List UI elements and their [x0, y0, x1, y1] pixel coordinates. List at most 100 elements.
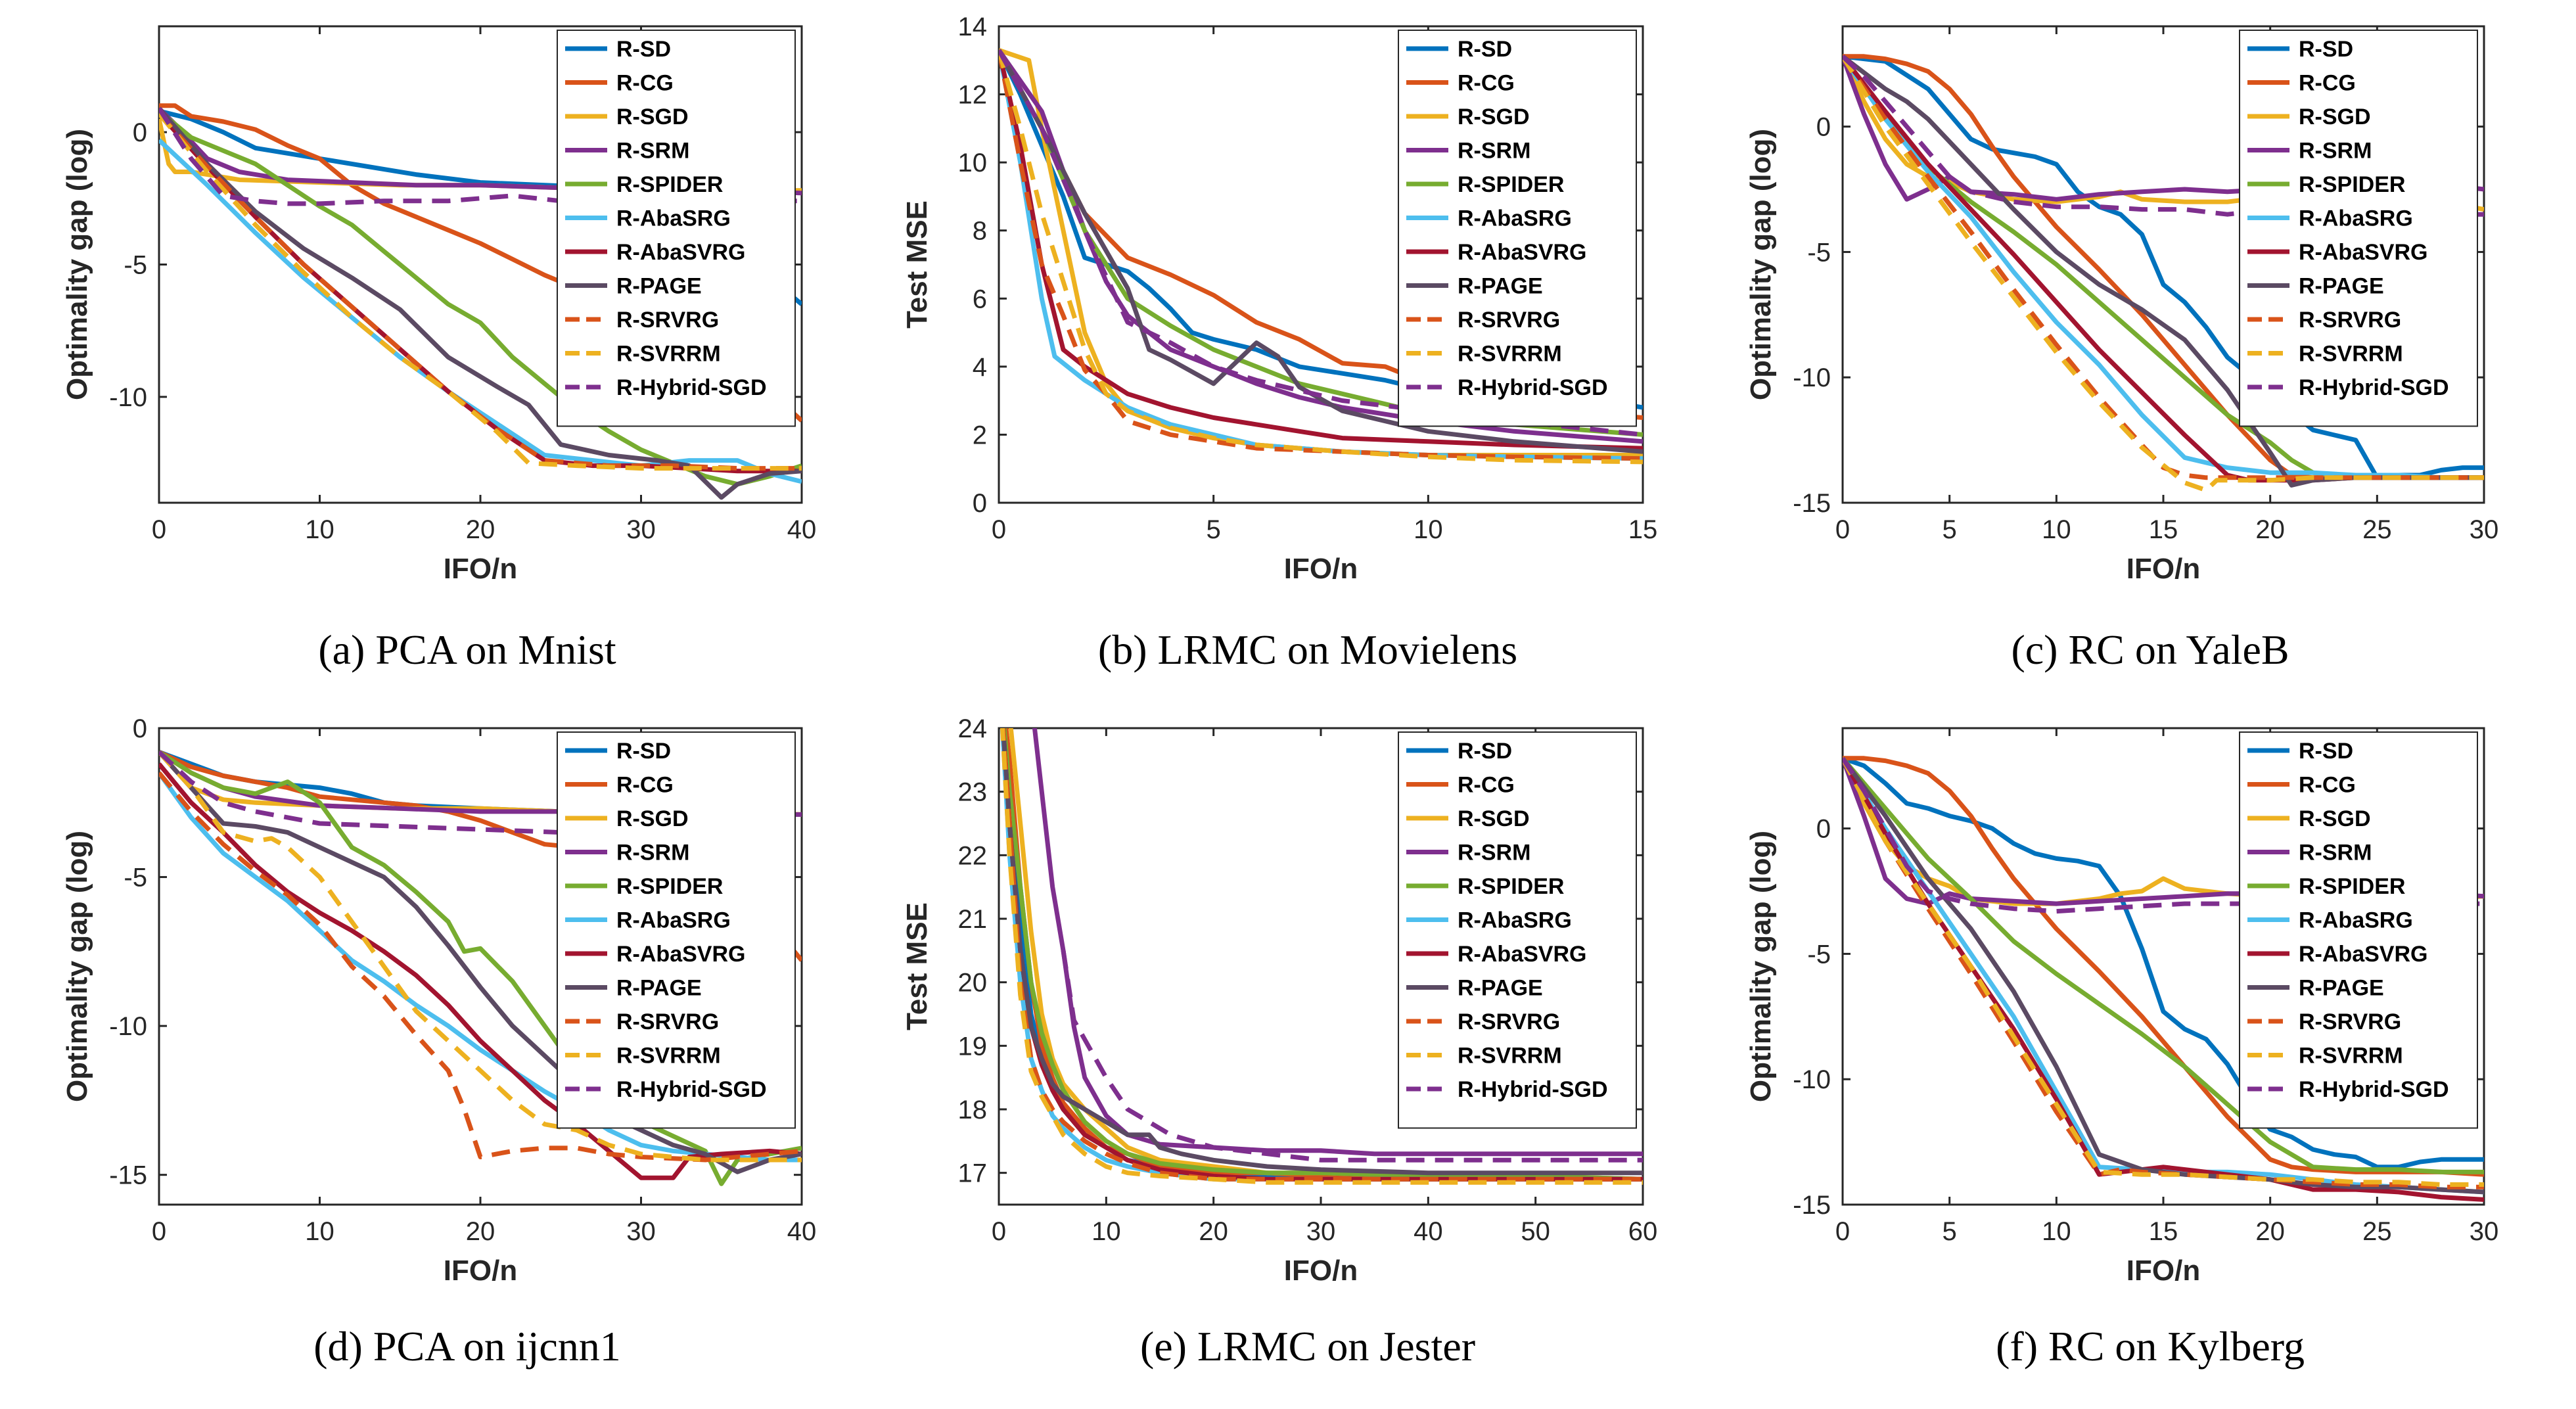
- series-line-r-cg: [1843, 756, 2484, 1177]
- y-tick-label: 22: [958, 841, 988, 870]
- series-line-r-srvrg: [159, 112, 802, 471]
- legend-label-r-srvrg: R-SRVRG: [1458, 308, 1560, 333]
- x-tick-label: 30: [626, 515, 656, 544]
- legend-label-r-abasvrg: R-AbaSVRG: [1458, 942, 1586, 967]
- legend-label-r-abasvrg: R-AbaSVRG: [2299, 942, 2427, 967]
- series-line-r-hybrid-sgd: [159, 750, 802, 835]
- y-tick-label: 14: [958, 12, 988, 41]
- legend-label-r-sd: R-SD: [2299, 37, 2353, 62]
- legend-label-r-sgd: R-SGD: [616, 806, 689, 831]
- y-tick-label: -5: [124, 251, 147, 280]
- legend-label-r-abasrg: R-AbaSRG: [1458, 908, 1572, 933]
- legend: R-SD R-CG R-SGD R-SRM R-SPIDER R-AbaSRG R-AbaS…: [2239, 30, 2478, 427]
- legend-box: [2239, 30, 2478, 427]
- y-tick-label: -10: [1793, 363, 1831, 392]
- x-tick-label: 25: [2362, 515, 2392, 544]
- x-tick-label: 30: [626, 1217, 656, 1246]
- legend-label-r-abasrg: R-AbaSRG: [616, 206, 731, 231]
- x-tick-label: 25: [2362, 1217, 2392, 1246]
- legend-label-r-sd: R-SD: [616, 739, 671, 764]
- series-line-r-svrrm: [159, 750, 802, 1163]
- x-tick-label: 40: [1414, 1217, 1443, 1246]
- series-line-r-hybrid-sgd: [1061, 950, 1643, 1163]
- caption-a: (a) PCA on Mnist: [318, 626, 616, 673]
- x-tick-label: 0: [152, 515, 166, 544]
- legend-label-r-page: R-PAGE: [616, 976, 702, 1001]
- y-tick-label: 10: [958, 149, 988, 177]
- x-tick-label: 15: [2149, 515, 2178, 544]
- series-line-r-hybrid-sgd: [159, 107, 802, 206]
- x-tick-label: 30: [2470, 1217, 2499, 1246]
- y-tick-label: -10: [1793, 1065, 1831, 1094]
- legend-label-r-srm: R-SRM: [2299, 841, 2372, 866]
- x-tick-label: 0: [152, 1217, 166, 1246]
- x-tick-label: 5: [1943, 515, 1957, 544]
- caption-e: (e) LRMC on Jester: [1140, 1323, 1475, 1370]
- legend-label-r-svrrm: R-SVRRM: [2299, 1044, 2403, 1069]
- x-axis-label: IFO/n: [444, 1255, 517, 1287]
- x-tick-label: 50: [1521, 1217, 1550, 1246]
- y-tick-label: 19: [958, 1032, 988, 1061]
- legend-label-r-hybrid-sgd: R-Hybrid-SGD: [2299, 1077, 2449, 1102]
- y-tick-label: 24: [958, 714, 988, 743]
- y-axis-label: Optimality gap (log): [1745, 129, 1777, 400]
- legend-label-r-sd: R-SD: [2299, 739, 2353, 764]
- legend-label-r-page: R-PAGE: [616, 274, 702, 299]
- legend-label-r-page: R-PAGE: [1458, 274, 1543, 299]
- series-lines: [1000, 728, 1643, 1185]
- legend: R-SD R-CG R-SGD R-SRM R-SPIDER R-AbaSRG R-AbaS…: [2239, 731, 2478, 1129]
- chart-panel-e: 0 10 20 30 40 50 60 17 18 19 20 21 22 23 24 IFO/n Test M…: [901, 714, 1657, 1370]
- legend-label-r-abasvrg: R-AbaSVRG: [616, 942, 745, 967]
- x-tick-label: 10: [2042, 515, 2071, 544]
- legend-label-r-abasrg: R-AbaSRG: [2299, 908, 2413, 933]
- y-tick-label: -10: [109, 1012, 147, 1041]
- series-line-r-spider: [1001, 728, 1643, 1182]
- series-line-r-svrrm: [1000, 728, 1643, 1185]
- y-axis-label: Test MSE: [901, 902, 933, 1030]
- legend-label-r-sgd: R-SGD: [616, 104, 689, 129]
- chart-panel-a: 0 10 20 30 40 0 -5 -10 IFO/n Optimality gap (log)…: [61, 25, 817, 673]
- y-tick-label: 20: [958, 969, 988, 998]
- chart-panel-f: 0 5 10 15 20 25 30 0 -5 -10 -15 IFO/n Optimality gap…: [1745, 727, 2499, 1370]
- x-tick-label: 10: [305, 515, 334, 544]
- legend-label-r-sgd: R-SGD: [2299, 104, 2371, 129]
- legend-label-r-abasrg: R-AbaSRG: [1458, 206, 1572, 231]
- legend-label-r-sd: R-SD: [1458, 37, 1512, 62]
- chart-panel-d: 0 10 20 30 40 0 -5 -10 -15 IFO/n Optimality gap (l…: [61, 714, 816, 1370]
- x-axis-label: IFO/n: [1284, 553, 1358, 585]
- x-tick-label: 40: [787, 515, 817, 544]
- legend-label-r-hybrid-sgd: R-Hybrid-SGD: [2299, 375, 2449, 400]
- series-line-r-srvrg: [159, 771, 802, 1163]
- legend-label-r-srvrg: R-SRVRG: [1458, 1009, 1560, 1034]
- legend-label-r-hybrid-sgd: R-Hybrid-SGD: [1458, 1077, 1608, 1102]
- series-line-r-spider: [159, 750, 802, 1186]
- legend-label-r-cg: R-CG: [2299, 71, 2356, 96]
- y-axis-label: Test MSE: [901, 200, 933, 329]
- legend-label-r-spider: R-SPIDER: [2299, 874, 2405, 899]
- legend: R-SD R-CG R-SGD R-SRM R-SPIDER R-AbaSRG R-AbaS…: [1398, 30, 1637, 427]
- series-line-r-page: [159, 750, 802, 1174]
- legend-label-r-spider: R-SPIDER: [616, 874, 723, 899]
- legend-label-r-hybrid-sgd: R-Hybrid-SGD: [616, 375, 767, 400]
- legend-label-r-hybrid-sgd: R-Hybrid-SGD: [616, 1077, 767, 1102]
- series-line-r-abasrg: [1843, 55, 2484, 480]
- x-tick-label: 20: [2255, 1217, 2285, 1246]
- y-tick-label: -15: [1793, 1191, 1831, 1220]
- y-tick-label: 0: [1816, 815, 1831, 844]
- x-tick-label: 10: [2042, 1217, 2071, 1246]
- y-tick-label: 8: [973, 217, 987, 246]
- y-tick-label: 2: [973, 421, 987, 450]
- y-tick-label: -10: [109, 383, 147, 412]
- x-tick-label: 20: [466, 515, 495, 544]
- y-axis-label: Optimality gap (log): [61, 129, 93, 400]
- x-axis-label: IFO/n: [1284, 1255, 1358, 1287]
- legend-label-r-srm: R-SRM: [616, 139, 689, 164]
- legend-label-r-spider: R-SPIDER: [1458, 874, 1564, 899]
- legend-label-r-srvrg: R-SRVRG: [616, 1009, 719, 1034]
- x-tick-label: 10: [1092, 1217, 1121, 1246]
- series-line-r-page: [999, 49, 1643, 454]
- legend-label-r-spider: R-SPIDER: [616, 172, 723, 197]
- x-axis-label: IFO/n: [444, 553, 517, 585]
